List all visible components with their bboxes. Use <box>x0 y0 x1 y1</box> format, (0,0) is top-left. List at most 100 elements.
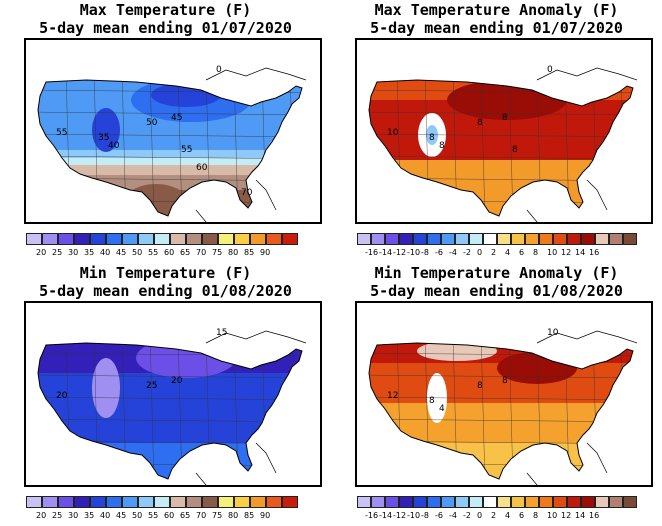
contour-label: 20 <box>56 391 68 401</box>
legend-tick-label: -16 <box>365 248 379 257</box>
legend-swatch <box>138 496 154 508</box>
legend-swatch <box>469 496 483 508</box>
panel-title: Max Temperature (F) <box>79 1 252 19</box>
legend-swatch <box>413 233 427 245</box>
contour-label: 60 <box>196 163 208 173</box>
legend-swatch <box>357 233 371 245</box>
legend-swatch <box>623 496 637 508</box>
legend-swatch <box>282 233 298 245</box>
contour-label: 8 <box>429 133 435 143</box>
legend-tick-label: 12 <box>561 511 572 520</box>
legend-tick-label: 10 <box>547 248 558 257</box>
panel-min-temp-anomaly: Min Temperature Anomaly (F) 5-day mean e… <box>331 263 662 526</box>
us-outline <box>37 342 303 480</box>
contour-label: 70 <box>241 188 253 198</box>
contour-label: 4 <box>439 404 445 414</box>
contour-label: 20 <box>171 376 183 386</box>
legend-tick-label: 16 <box>589 511 600 520</box>
legend-tick-label: 16 <box>589 248 600 257</box>
legend-swatch <box>525 233 539 245</box>
legend-tick-label: -6 <box>435 248 443 257</box>
legend-swatch <box>234 233 250 245</box>
legend-swatch <box>427 233 441 245</box>
legend-swatch <box>385 496 399 508</box>
legend-swatch <box>609 496 623 508</box>
legend-swatch <box>122 496 138 508</box>
contour-label: 45 <box>171 113 182 123</box>
us-outline <box>37 79 303 217</box>
legend-tick-label: 10 <box>547 511 558 520</box>
legend-tick-label: 60 <box>164 248 175 257</box>
legend-swatch <box>42 233 58 245</box>
legend-tick-label: 35 <box>84 248 95 257</box>
us-outline <box>368 342 634 480</box>
legend-tick-label: 70 <box>196 511 207 520</box>
contour-label: 55 <box>181 145 192 155</box>
legend-swatch <box>455 496 469 508</box>
contour-label: 10 <box>547 328 559 338</box>
contour-label: 25 <box>146 381 157 391</box>
panel-subtitle: 5-day mean ending 01/07/2020 <box>370 19 623 37</box>
legend-tick-label: -8 <box>421 248 429 257</box>
legend-swatch <box>266 496 282 508</box>
legend-swatch <box>138 233 154 245</box>
legend-swatch <box>539 496 553 508</box>
legend-tick-label: 85 <box>244 511 255 520</box>
legend-tick-label: -14 <box>379 248 393 257</box>
legend-swatch <box>427 496 441 508</box>
legend-tick-label: 0 <box>477 511 483 520</box>
legend-tick-label: 60 <box>164 511 175 520</box>
legend-tick-label: 30 <box>68 511 79 520</box>
legend-tick-label: 6 <box>519 511 525 520</box>
legend-swatch <box>154 496 170 508</box>
legend-tick-label: 40 <box>100 511 111 520</box>
contour-label: 8 <box>429 396 435 406</box>
legend-swatch <box>511 233 525 245</box>
legend-tick-label: 90 <box>260 511 271 520</box>
legend-tick-label: -14 <box>379 511 393 520</box>
legend-swatch <box>399 496 413 508</box>
legend-swatch <box>623 233 637 245</box>
legend-swatch <box>42 496 58 508</box>
legend-tick-label: -10 <box>407 511 421 520</box>
legend-swatch <box>170 496 186 508</box>
legend-swatch <box>202 233 218 245</box>
legend-swatch <box>511 496 525 508</box>
legend-swatch <box>218 233 234 245</box>
legend-tick-label: -12 <box>393 248 407 257</box>
contour-label: 8 <box>502 113 508 123</box>
map-frame: 0 10 8 8 8 8 8 <box>355 38 653 224</box>
contour-label: 0 <box>547 65 553 75</box>
contour-label: 50 <box>146 118 158 128</box>
us-map: 15 20 25 20 <box>26 303 320 485</box>
panel-title: Max Temperature Anomaly (F) <box>374 1 619 19</box>
legend-swatch <box>186 496 202 508</box>
legend-swatch <box>170 233 186 245</box>
contour-label: 15 <box>216 328 227 338</box>
panel-title: Min Temperature (F) <box>79 264 252 282</box>
legend-swatch <box>357 496 371 508</box>
legend-tick-label: 35 <box>84 511 95 520</box>
legend-swatch <box>250 233 266 245</box>
legend-tick-label: 50 <box>132 511 143 520</box>
legend-swatch <box>371 496 385 508</box>
legend-swatch <box>567 496 581 508</box>
legend-tick-label: 45 <box>116 248 127 257</box>
legend-tick-label: 55 <box>148 511 159 520</box>
legend-tick-label: 25 <box>52 248 63 257</box>
legend-swatch <box>266 233 282 245</box>
legend-tick-label: -16 <box>365 511 379 520</box>
legend-swatch <box>553 233 567 245</box>
panel-max-temp: Max Temperature (F) 5-day mean ending 01… <box>0 0 331 263</box>
panel-subtitle: 5-day mean ending 01/08/2020 <box>39 282 292 300</box>
panel-min-temp: Min Temperature (F) 5-day mean ending 01… <box>0 263 331 526</box>
contour-label: 8 <box>512 145 518 155</box>
map-frame: 0 55 50 45 35 40 55 60 70 <box>24 38 322 224</box>
legend-swatch <box>58 496 74 508</box>
legend-tick-label: 0 <box>477 248 483 257</box>
legend-swatch <box>282 496 298 508</box>
legend-swatch <box>122 233 138 245</box>
legend-tick-label: 8 <box>533 248 539 257</box>
legend-tick-label: -2 <box>463 248 471 257</box>
legend-tick-label: 4 <box>505 511 511 520</box>
